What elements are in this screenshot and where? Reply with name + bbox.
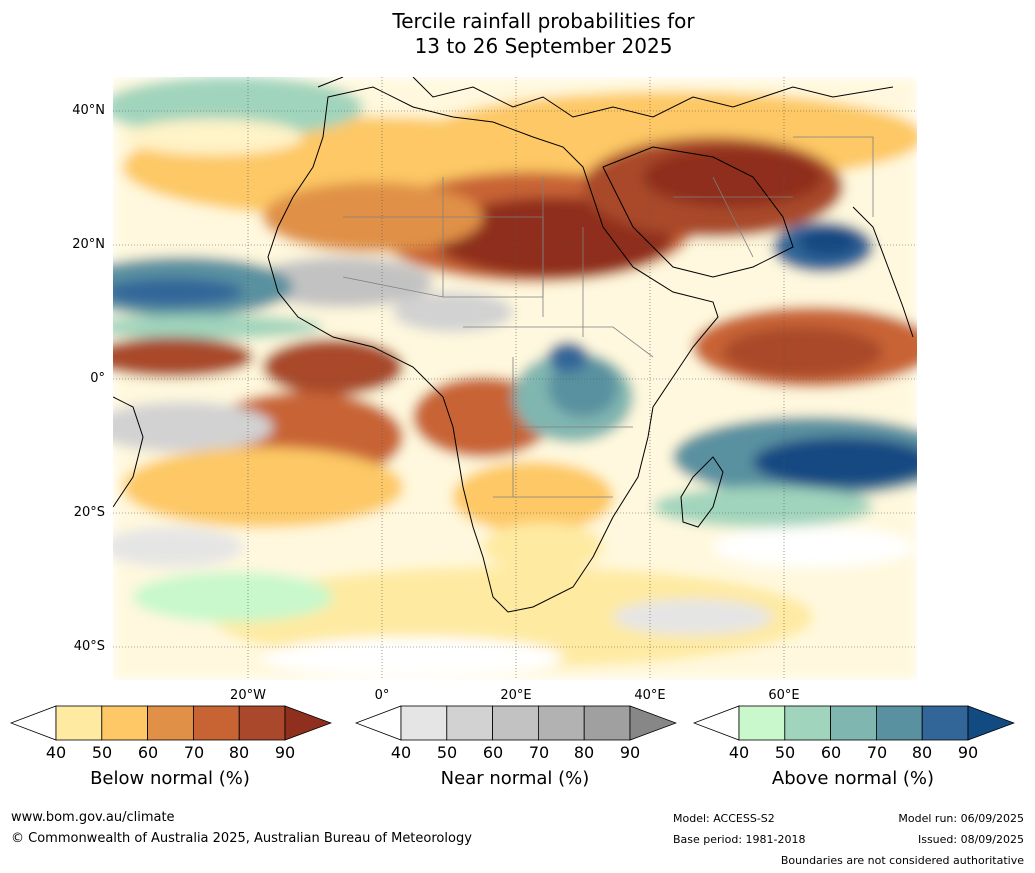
probability-field xyxy=(113,77,917,680)
issued-date: Issued: 08/09/2025 xyxy=(917,833,1024,846)
lat-label-40s: 40°S xyxy=(73,639,105,654)
colorbar-below-swatches xyxy=(10,705,332,741)
model-name: Model: ACCESS-S2 xyxy=(673,812,775,825)
lat-label-20n: 20°N xyxy=(72,237,105,252)
colorbar-near-normal xyxy=(355,705,677,741)
country-boundaries xyxy=(342,136,874,498)
colorbar-swatch xyxy=(192,705,240,741)
colorbar-swatch xyxy=(492,705,539,741)
colorbar-over-triangle xyxy=(284,705,332,741)
tick-label: 60 xyxy=(820,743,842,762)
colorbar-over-triangle xyxy=(629,705,677,741)
colorbar-above-normal xyxy=(693,705,1015,741)
colorbar-swatch xyxy=(784,705,832,741)
tick-label: 80 xyxy=(573,743,595,762)
tick-label: 70 xyxy=(866,743,888,762)
colorbar-swatch xyxy=(537,705,585,741)
colorbar-swatch xyxy=(583,705,631,741)
lon-label-20w: 20°W xyxy=(230,688,266,703)
base-period: Base period: 1981-2018 xyxy=(673,833,806,846)
tick-label: 40 xyxy=(390,743,412,762)
colorbar-under-triangle xyxy=(693,705,740,741)
rainfall-probability-map xyxy=(113,77,917,680)
colorbar-above-title: Above normal (%) xyxy=(771,768,935,789)
colorbar-swatch xyxy=(875,705,923,741)
colorbar-below-normal xyxy=(10,705,332,741)
tick-label: 80 xyxy=(228,743,250,762)
lon-label-20e: 20°E xyxy=(500,688,532,703)
colorbar-below-title: Below normal (%) xyxy=(90,768,250,789)
colorbar-swatch xyxy=(921,705,969,741)
tick-label: 60 xyxy=(137,743,159,762)
colorbar-swatch xyxy=(147,705,194,741)
tick-label: 90 xyxy=(957,743,979,762)
tick-label: 40 xyxy=(45,743,67,762)
website-link[interactable]: www.bom.gov.au/climate xyxy=(11,810,175,825)
colorbar-swatch xyxy=(830,705,877,741)
colorbar-swatch xyxy=(101,705,149,741)
colorbar-swatch xyxy=(238,705,286,741)
lon-label-0: 0° xyxy=(374,688,390,703)
colorbar-near-swatches xyxy=(355,705,677,741)
graticule xyxy=(113,77,917,680)
tick-label: 90 xyxy=(274,743,296,762)
lon-label-60e: 60°E xyxy=(768,688,800,703)
tick-label: 50 xyxy=(436,743,458,762)
lat-label-20s: 20°S xyxy=(73,505,105,520)
map-title: Tercile rainfall probabilities for 13 to… xyxy=(0,9,1035,59)
colorbar-over-triangle xyxy=(967,705,1015,741)
tick-label: 70 xyxy=(183,743,205,762)
boundaries-note: Boundaries are not considered authoritat… xyxy=(780,854,1024,867)
tick-label: 50 xyxy=(91,743,113,762)
colorbar-swatch xyxy=(738,705,786,741)
map-canvas xyxy=(113,77,917,680)
tick-label: 90 xyxy=(619,743,641,762)
lat-label-40n: 40°N xyxy=(72,103,105,118)
title-line-1: Tercile rainfall probabilities for xyxy=(392,9,695,33)
copyright-text: © Commonwealth of Australia 2025, Austra… xyxy=(11,831,472,846)
tick-label: 40 xyxy=(728,743,750,762)
tick-label: 70 xyxy=(528,743,550,762)
colorbar-swatch xyxy=(400,705,448,741)
colorbar-near-title: Near normal (%) xyxy=(440,768,590,789)
lat-label-0: 0° xyxy=(90,371,105,386)
coastlines xyxy=(113,77,914,613)
tick-label: 60 xyxy=(482,743,504,762)
title-line-2: 13 to 26 September 2025 xyxy=(414,34,673,58)
model-run-date: Model run: 06/09/2025 xyxy=(898,812,1024,825)
colorbar-under-triangle xyxy=(355,705,402,741)
tick-label: 80 xyxy=(911,743,933,762)
colorbar-swatch xyxy=(446,705,494,741)
tick-label: 50 xyxy=(774,743,796,762)
colorbar-under-triangle xyxy=(10,705,57,741)
colorbar-above-swatches xyxy=(693,705,1015,741)
lon-label-40e: 40°E xyxy=(634,688,666,703)
colorbar-swatch xyxy=(55,705,103,741)
